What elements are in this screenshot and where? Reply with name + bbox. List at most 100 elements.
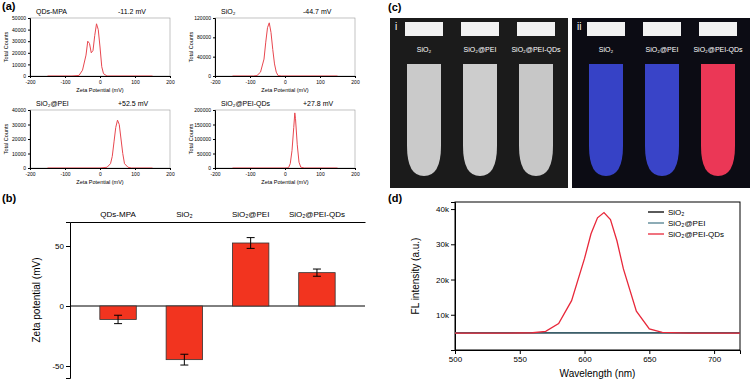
- x-tick-label: -100: [245, 171, 255, 177]
- tube: [645, 64, 679, 176]
- x-tick-label: -100: [60, 171, 70, 177]
- y-axis-title: Total Counts: [3, 31, 9, 62]
- x-tick-mark: [520, 350, 521, 354]
- y-tick-label: 10000: [12, 151, 26, 157]
- x-tick-label: -100: [245, 79, 255, 85]
- line-chart: -200-100010020004000080000120000SiO₂-44.…: [188, 8, 360, 93]
- x-tick: QDs-MPA: [100, 210, 136, 219]
- y-tick-label: 0: [23, 165, 26, 171]
- y-tick-mark: [28, 76, 30, 77]
- panel-label: (c): [388, 1, 402, 13]
- x-tick: 500: [449, 350, 463, 364]
- y-axis-line: [66, 223, 71, 379]
- photo-label: ii: [577, 21, 581, 32]
- panel-label: (b): [2, 192, 16, 204]
- tube-cap: [461, 22, 499, 36]
- y-tick: 0: [208, 73, 215, 79]
- plot-area: [70, 238, 365, 365]
- y-tick: 30000: [12, 38, 30, 44]
- x-tick: -200: [210, 76, 220, 85]
- y-tick-mark: [451, 315, 455, 316]
- x-tick: -100: [60, 76, 70, 85]
- y-tick-mark: [28, 30, 30, 31]
- y-axis: 10k20k30k40k: [436, 203, 455, 351]
- plot-frame: [30, 18, 170, 76]
- x-tick-label: 100: [131, 79, 140, 85]
- y-tick-mark: [28, 53, 30, 54]
- tube: [519, 64, 553, 176]
- x-tick-label: -200: [210, 171, 220, 177]
- x-tick-label: -100: [60, 79, 70, 85]
- tube: [701, 64, 735, 176]
- y-tick-mark: [213, 37, 215, 38]
- y-tick-label: 40k: [436, 205, 450, 214]
- x-tick: -200: [25, 168, 35, 177]
- x-tick: 0: [284, 168, 287, 177]
- x-tick: SiO₂@PEI-QDs: [289, 210, 345, 219]
- x-tick: 100: [316, 168, 325, 177]
- plot-area: [455, 213, 740, 334]
- plot-area: [48, 120, 153, 168]
- bar: [232, 243, 268, 306]
- x-axis: -200 -100 0 100 200: [210, 168, 359, 177]
- plot-area: [233, 23, 338, 76]
- x-tick: 200: [351, 168, 360, 177]
- y-tick-mark: [28, 110, 30, 111]
- x-tick-label: SiO₂@PEI-QDs: [289, 210, 345, 219]
- data-line: [233, 23, 338, 76]
- bar-chart: -50050QDs-MPASiO₂SiO₂@PEISiO₂@PEI-QDsZet…: [31, 210, 366, 379]
- photo: iSiO₂SiO₂@PEISiO₂@PEI-QDs: [390, 18, 568, 188]
- photo: iiSiO₂SiO₂@PEISiO₂@PEI-QDs: [572, 18, 750, 188]
- line-chart: -200-1000100200010000200003000040000SiO₂…: [3, 100, 175, 185]
- y-tick-label: 100000: [194, 136, 211, 142]
- y-axis-title: FL intensity (a.u.): [410, 238, 421, 315]
- plot-frame: [455, 202, 740, 350]
- y-axis: -50050: [52, 223, 70, 379]
- tube: [407, 64, 441, 176]
- x-tick-label: 0: [284, 79, 287, 85]
- x-tick: 0: [99, 168, 102, 177]
- y-tick-mark: [213, 57, 215, 58]
- legend: SiO₂SiO₂@PEISiO₂@PEI-QDs: [648, 208, 724, 239]
- tube-label: SiO₂@PEI: [464, 46, 497, 53]
- legend-label: SiO₂: [668, 208, 684, 217]
- tube-cap: [517, 22, 555, 36]
- error-bar-cap: [114, 323, 122, 324]
- x-tick: 700: [708, 350, 722, 364]
- tube-label: SiO₂@PEI: [646, 46, 679, 53]
- x-tick-label: 700: [708, 355, 722, 364]
- x-tick-label: 200: [351, 79, 360, 85]
- y-tick-label: 0: [208, 73, 211, 79]
- y-tick: 120000: [194, 15, 215, 21]
- x-tick: 200: [166, 168, 175, 177]
- tube-label: SiO₂@PEI-QDs: [511, 46, 561, 54]
- plot-frame: [215, 18, 355, 76]
- legend-label: SiO₂@PEI-QDs: [668, 230, 724, 239]
- x-tick-label: 100: [316, 171, 325, 177]
- x-axis-title: Zeta Potential (mV): [261, 87, 309, 93]
- y-tick-mark: [451, 280, 455, 281]
- tube-cap: [699, 22, 737, 36]
- annotation: +27.8 mV: [303, 100, 333, 107]
- tube-label: SiO₂@PEI-QDs: [693, 46, 743, 54]
- y-tick-mark: [213, 125, 215, 126]
- y-axis: 010000200003000040000: [12, 107, 30, 171]
- y-tick-label: 10000: [12, 62, 26, 68]
- x-tick: -100: [245, 76, 255, 85]
- x-tick: 200: [166, 76, 175, 85]
- y-tick: 100000: [194, 136, 215, 142]
- legend-swatch: [648, 211, 664, 212]
- y-tick: 20000: [12, 136, 30, 142]
- x-tick: 600: [578, 350, 592, 364]
- chart-title: SiO₂@PEI-QDs: [221, 100, 271, 108]
- x-tick-label: 500: [449, 355, 463, 364]
- y-tick-label: 0: [208, 165, 211, 171]
- legend-swatch: [648, 233, 664, 234]
- y-tick-mark: [213, 168, 215, 169]
- y-tick: 0: [208, 165, 215, 171]
- x-tick-label: SiO₂@PEI: [232, 210, 269, 219]
- y-tick-label: 40000: [197, 54, 211, 60]
- line-chart: 50055060065070010k20k30k40kWavelength (n…: [410, 202, 741, 379]
- y-tick: 0: [23, 165, 30, 171]
- y-tick-label: 30k: [436, 240, 450, 249]
